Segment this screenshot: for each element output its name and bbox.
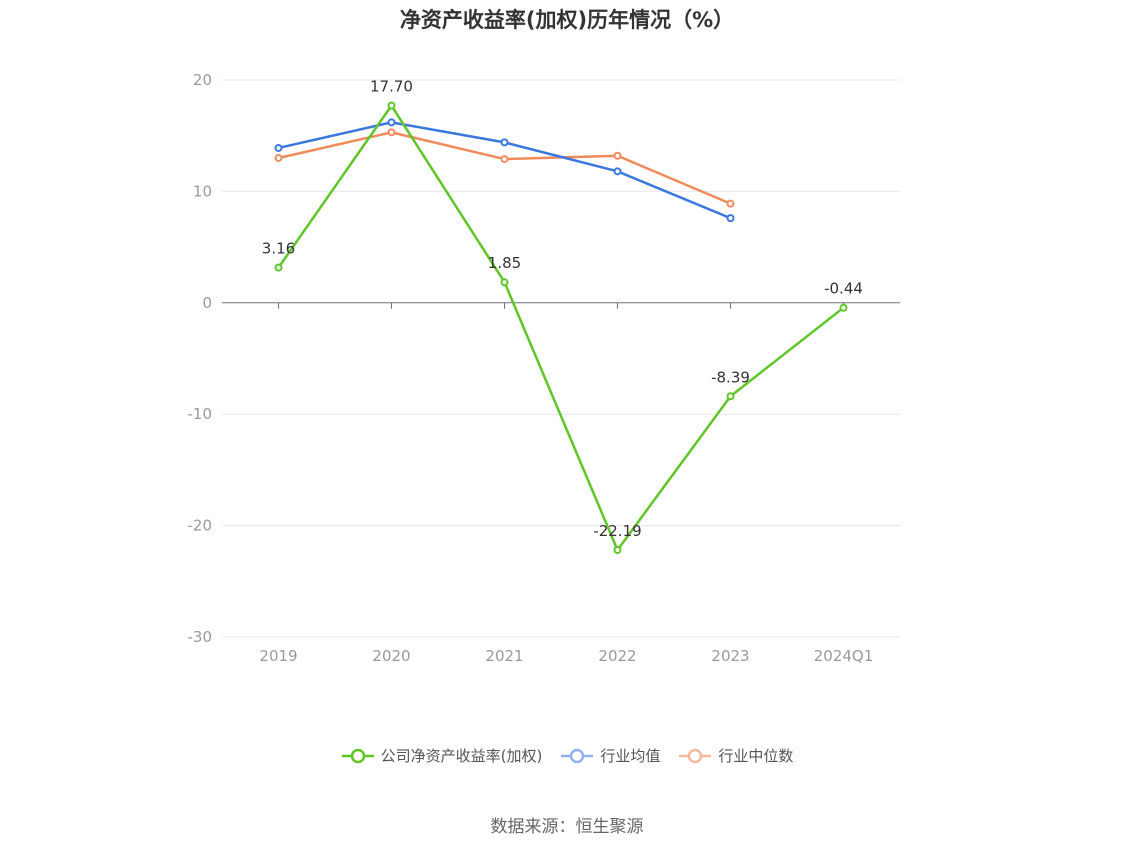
legend-label: 行业均值 bbox=[600, 747, 661, 765]
data-point bbox=[500, 138, 509, 147]
y-tick-label: -30 bbox=[188, 628, 213, 646]
series-points bbox=[274, 101, 848, 554]
data-point bbox=[500, 278, 509, 287]
legend-label: 行业中位数 bbox=[718, 747, 794, 765]
x-tick-label: 2019 bbox=[259, 647, 297, 665]
data-point bbox=[613, 167, 622, 176]
data-point bbox=[500, 155, 509, 164]
data-point bbox=[726, 199, 735, 208]
y-tick-label: 20 bbox=[193, 71, 212, 89]
data-label: 1.85 bbox=[488, 254, 521, 272]
y-axis: 20 10 0 -10 -20 -30 bbox=[188, 71, 213, 646]
legend-label: 公司净资产收益率(加权) bbox=[380, 747, 543, 765]
data-source: 数据来源：恒生聚源 bbox=[490, 817, 644, 837]
legend-item[interactable]: 行业中位数 bbox=[678, 745, 793, 766]
legend-line-icon bbox=[561, 748, 594, 763]
legend-line-icon bbox=[341, 748, 374, 763]
data-point bbox=[274, 143, 283, 152]
x-tick-labels: 2019 2020 2021 2022 2023 2024Q1 bbox=[259, 647, 873, 665]
data-point bbox=[839, 303, 848, 312]
data-point bbox=[387, 118, 396, 127]
x-axis bbox=[222, 302, 900, 309]
legend-item[interactable]: 行业均值 bbox=[560, 745, 660, 766]
y-tick-label: -20 bbox=[188, 517, 213, 535]
data-labels: 3.16 17.70 1.85 -22.19 -8.39 -0.44 bbox=[262, 78, 863, 540]
chart-title: 净资产收益率(加权)历年情况（%） bbox=[399, 8, 735, 32]
data-label: -8.39 bbox=[711, 368, 750, 386]
data-point bbox=[387, 128, 396, 137]
data-point bbox=[613, 545, 622, 554]
y-tick-label: 0 bbox=[202, 294, 212, 312]
y-tick-label: -10 bbox=[188, 405, 213, 423]
series-lines bbox=[277, 104, 845, 552]
grid bbox=[222, 79, 900, 638]
legend: 公司净资产收益率(加权) 行业均值 行业中位数 bbox=[0, 745, 1134, 766]
series-line bbox=[277, 104, 845, 552]
data-label: 17.70 bbox=[370, 78, 413, 96]
data-point bbox=[274, 153, 283, 162]
x-tick-label: 2024Q1 bbox=[814, 647, 874, 665]
data-point bbox=[387, 101, 396, 110]
x-tick-label: 2020 bbox=[372, 647, 410, 665]
x-tick-label: 2022 bbox=[598, 647, 636, 665]
data-point bbox=[726, 392, 735, 401]
x-tick-label: 2021 bbox=[485, 647, 523, 665]
data-point bbox=[726, 214, 735, 223]
x-tick-label: 2023 bbox=[711, 647, 749, 665]
data-point bbox=[613, 151, 622, 160]
data-label: 3.16 bbox=[262, 240, 295, 258]
legend-line-icon bbox=[679, 748, 712, 763]
y-tick-label: 10 bbox=[193, 182, 212, 200]
data-point bbox=[274, 263, 283, 272]
data-label: -22.19 bbox=[593, 522, 641, 540]
data-label: -0.44 bbox=[824, 280, 863, 298]
legend-item[interactable]: 公司净资产收益率(加权) bbox=[341, 745, 543, 766]
